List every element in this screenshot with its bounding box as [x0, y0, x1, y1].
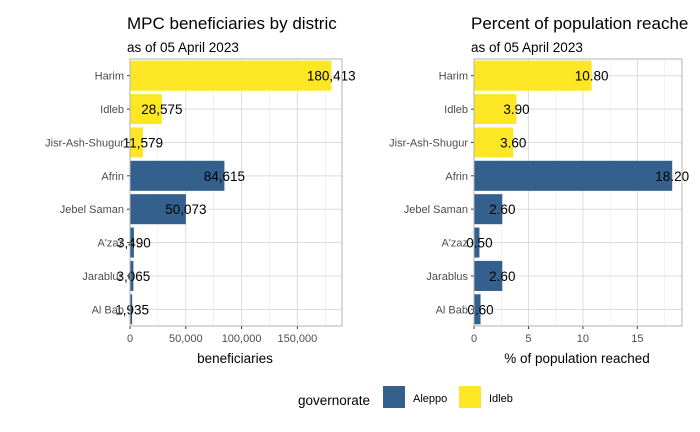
- chart2-data-label: 3.90: [503, 102, 529, 117]
- chart1-category-label: Afrin: [101, 171, 124, 183]
- chart1-category-label: Idleb: [100, 104, 124, 116]
- chart2-data-label: 0.50: [466, 236, 492, 251]
- chart2-x-tick-label: 15: [631, 333, 643, 345]
- chart1-x-tick-label: 0: [127, 333, 133, 345]
- chart1-bar: [130, 94, 162, 125]
- chart1-data-label: 3,065: [117, 269, 151, 284]
- chart2-title: Percent of population reache: [471, 14, 688, 33]
- chart2-category-label: Jarablus: [426, 271, 468, 283]
- chart1-x-tick-label: 100,000: [222, 333, 262, 345]
- chart2-bar: [474, 160, 673, 191]
- chart2-bar: [474, 227, 480, 258]
- chart2-data-label: 10.80: [575, 69, 609, 84]
- chart2-x-tick-label: 0: [471, 333, 477, 345]
- chart2-panel-border: [473, 58, 683, 327]
- legend-swatch-idleb: [459, 386, 481, 408]
- chart1-category-label: Jarablus: [82, 271, 124, 283]
- chart2-bar: [474, 294, 481, 325]
- chart1-category-label: Harim: [95, 71, 124, 83]
- chart2-bar: [474, 60, 592, 91]
- chart2-bar: [474, 94, 517, 125]
- chart1-subtitle: as of 05 April 2023: [127, 40, 239, 55]
- legend-title: governorate: [298, 393, 370, 408]
- chart1-category-label: Jebel Saman: [60, 204, 124, 216]
- chart2-data-label: 2.60: [489, 269, 515, 284]
- chart1-panel-border: [129, 58, 343, 327]
- legend-label-idleb: Idleb: [489, 393, 513, 405]
- chart2-x-axis-label: % of population reached: [504, 351, 650, 366]
- chart2-category-label: Jisr-Ash-Shugur: [389, 137, 468, 149]
- chart2-bar: [474, 260, 503, 291]
- chart2-category-label: Idleb: [444, 104, 468, 116]
- chart2-category-label: Afrin: [445, 171, 468, 183]
- chart2-x-tick-label: 10: [577, 333, 589, 345]
- chart1-bar: [130, 160, 225, 191]
- chart1-bar: [130, 227, 134, 258]
- chart2-subtitle: as of 05 April 2023: [471, 40, 583, 55]
- chart1-bar: [130, 127, 143, 158]
- chart1-x-tick-label: 150,000: [277, 333, 317, 345]
- chart1-category-label: A'zaz: [97, 238, 124, 250]
- chart1-bar: [130, 194, 186, 225]
- chart2-category-label: A'zaz: [441, 238, 468, 250]
- chart1-data-label: 28,575: [141, 102, 182, 117]
- chart1-data-label: 84,615: [204, 169, 245, 184]
- legend-label-aleppo: Aleppo: [413, 393, 447, 405]
- chart1-category-label: Al Bab: [92, 304, 124, 316]
- chart1-bar: [130, 60, 332, 91]
- legend-swatch-aleppo: [383, 386, 405, 408]
- chart1-data-label: 3,490: [117, 236, 151, 251]
- chart1-data-label: 11,579: [123, 135, 163, 150]
- chart1-bar: [130, 294, 133, 325]
- chart1-x-tick-label: 50,000: [169, 333, 203, 345]
- chart1-data-label: 180,413: [307, 69, 356, 84]
- chart2-data-label: 2.60: [489, 202, 515, 217]
- chart1-data-label: 50,073: [165, 202, 206, 217]
- chart1-data-label: 1,935: [115, 302, 149, 317]
- chart1-x-axis-label: beneficiaries: [197, 351, 273, 366]
- chart2-data-label: 3.60: [500, 135, 526, 150]
- chart2-category-label: Al Bab: [436, 304, 468, 316]
- chart1-plot: 180,413 Harim 28,575 Idleb 11,579Jisr-Ash-Sh…: [45, 58, 356, 345]
- chart2-data-label: 18.20: [655, 169, 689, 184]
- chart2-bar: [474, 194, 503, 225]
- chart1-title: MPC beneficiaries by distric: [127, 14, 337, 33]
- chart2-category-label: Harim: [439, 71, 468, 83]
- chart1-category-label: Jisr-Ash-Shugur: [45, 137, 124, 149]
- chart2-x-tick-label: 5: [525, 333, 531, 345]
- chart2-plot: 10.80 Harim 3.90 Idleb 3.60 Jisr-Ash-Shugur 18…: [389, 58, 689, 345]
- chart2-category-label: Jebel Saman: [404, 204, 468, 216]
- chart1-bar: [130, 260, 134, 291]
- legend: governorate Aleppo Idleb: [298, 386, 513, 408]
- chart2-bar: [474, 127, 514, 158]
